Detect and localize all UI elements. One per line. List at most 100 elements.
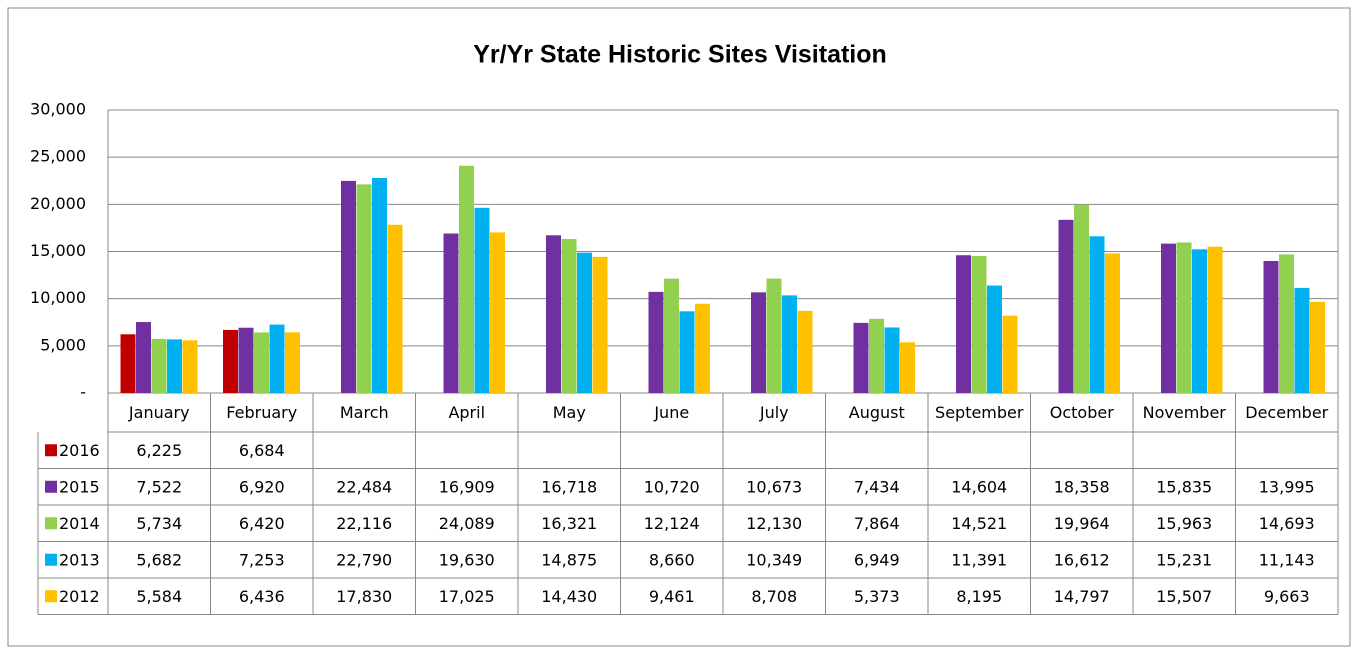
table-cell: 22,116	[336, 514, 392, 533]
bar	[1279, 254, 1294, 393]
table-cell: 7,434	[854, 477, 900, 496]
table-cell: 14,430	[541, 587, 597, 606]
x-tick-label: June	[653, 403, 689, 422]
bar	[987, 285, 1002, 393]
legend-swatch	[45, 590, 57, 603]
x-tick-label: August	[849, 403, 905, 422]
table-cell: 10,673	[746, 477, 802, 496]
bar	[459, 165, 474, 393]
table-cell: 9,663	[1264, 587, 1310, 606]
table-cell: 8,195	[956, 587, 1002, 606]
bar	[1192, 249, 1207, 393]
bar	[120, 334, 136, 393]
bar	[853, 322, 869, 393]
bar	[679, 311, 695, 393]
table-cell: 6,920	[239, 477, 285, 496]
legend-swatch	[45, 444, 57, 457]
table-cell: 11,391	[951, 550, 1007, 569]
y-tick-label: 30,000	[30, 100, 86, 119]
bar	[238, 327, 254, 393]
bar	[254, 332, 269, 393]
x-tick-label: July	[759, 403, 789, 422]
bar	[341, 180, 356, 393]
x-tick-label: January	[128, 403, 190, 422]
bar	[561, 239, 577, 393]
bar	[1074, 204, 1089, 393]
table-cell: 13,995	[1259, 477, 1315, 496]
y-tick-label: 5,000	[40, 335, 86, 354]
bar	[1207, 246, 1223, 393]
table-cell: 6,225	[136, 441, 182, 460]
table-cell: 10,349	[746, 550, 802, 569]
table-cell: 22,484	[336, 477, 392, 496]
bar	[766, 278, 782, 393]
y-tick-label: -	[80, 383, 86, 402]
table-cell: 14,521	[951, 514, 1007, 533]
table-cell: 12,124	[644, 514, 700, 533]
table-cell: 6,420	[239, 514, 285, 533]
bar	[182, 340, 198, 393]
bar	[269, 324, 285, 393]
table-cell: 12,130	[746, 514, 802, 533]
table-cell: 19,964	[1054, 514, 1110, 533]
table-cell: 5,734	[136, 514, 182, 533]
y-tick-label: 20,000	[30, 194, 86, 213]
table-cell: 14,875	[541, 550, 597, 569]
table-cell: 6,684	[239, 441, 285, 460]
bar	[1176, 242, 1192, 393]
y-tick-label: 10,000	[30, 288, 86, 307]
legend-label: 2012	[59, 587, 100, 606]
y-tick-label: 25,000	[30, 147, 86, 166]
bar	[1161, 243, 1176, 393]
table-cell: 24,089	[439, 514, 495, 533]
bar	[648, 291, 664, 393]
table-cell: 22,790	[336, 550, 392, 569]
table-cell: 9,461	[649, 587, 695, 606]
y-tick-label: 15,000	[30, 241, 86, 260]
bar	[387, 224, 403, 393]
bar	[490, 232, 505, 393]
table-cell: 7,864	[854, 514, 900, 533]
bar	[900, 342, 915, 393]
table-cell: 8,708	[751, 587, 797, 606]
table-cell: 19,630	[439, 550, 495, 569]
chart-title: Yr/Yr State Historic Sites Visitation	[473, 41, 887, 69]
table-cell: 14,693	[1259, 514, 1315, 533]
bar	[1310, 301, 1325, 393]
bar	[356, 184, 372, 393]
bar	[884, 327, 900, 393]
table-cell: 11,143	[1259, 550, 1315, 569]
bar	[285, 332, 300, 393]
x-tick-label: May	[553, 403, 586, 422]
table-cell: 15,507	[1156, 587, 1212, 606]
bar	[592, 256, 608, 393]
legend-label: 2015	[59, 477, 100, 496]
table-cell: 5,584	[136, 587, 182, 606]
table-cell: 17,830	[336, 587, 392, 606]
bar	[1105, 253, 1120, 393]
table-cell: 16,909	[439, 477, 495, 496]
table-cell: 6,949	[854, 550, 900, 569]
legend-label: 2016	[59, 441, 100, 460]
table-cell: 7,522	[136, 477, 182, 496]
table-cell: 7,253	[239, 550, 285, 569]
bar	[577, 252, 592, 393]
legend-label: 2013	[59, 550, 100, 569]
table-cell: 6,436	[239, 587, 285, 606]
bar	[971, 256, 987, 393]
table-cell: 10,720	[644, 477, 700, 496]
bar	[474, 207, 490, 393]
bar	[1263, 260, 1279, 393]
bar	[797, 310, 813, 393]
x-tick-label: February	[226, 403, 297, 422]
x-tick-label: September	[935, 403, 1024, 422]
table-cell: 16,612	[1054, 550, 1110, 569]
bar	[869, 318, 884, 393]
table-cell: 16,321	[541, 514, 597, 533]
table-cell: 14,604	[951, 477, 1007, 496]
table-cell: 16,718	[541, 477, 597, 496]
x-tick-label: April	[448, 403, 485, 422]
table-cell: 17,025	[439, 587, 495, 606]
bar	[167, 339, 182, 393]
